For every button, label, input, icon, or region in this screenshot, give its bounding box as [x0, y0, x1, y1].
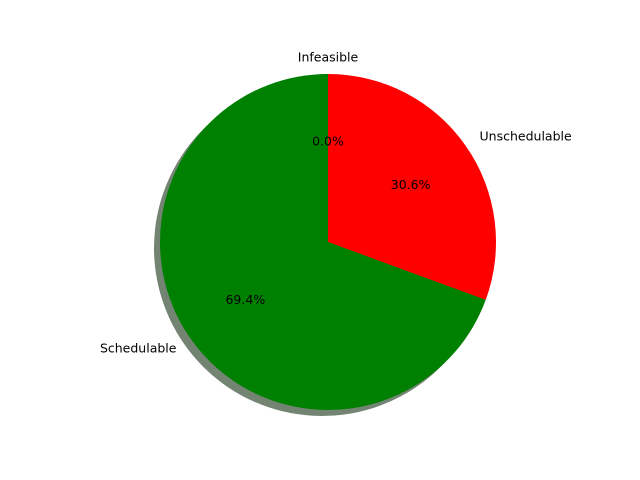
slice-label-infeasible: Infeasible [298, 50, 359, 65]
slice-pct-unschedulable: 30.6% [391, 177, 431, 192]
pie-labels: Infeasible 0.0% Unschedulable 30.6% Schedula… [100, 50, 572, 356]
slice-pct-infeasible: 0.0% [312, 134, 344, 149]
slice-schedulable [160, 74, 486, 410]
slice-label-unschedulable: Unschedulable [480, 129, 572, 144]
slice-pct-schedulable: 69.4% [225, 292, 265, 307]
slice-unschedulable [328, 74, 496, 300]
slice-label-schedulable: Schedulable [100, 340, 177, 355]
pie-slices [160, 74, 496, 410]
